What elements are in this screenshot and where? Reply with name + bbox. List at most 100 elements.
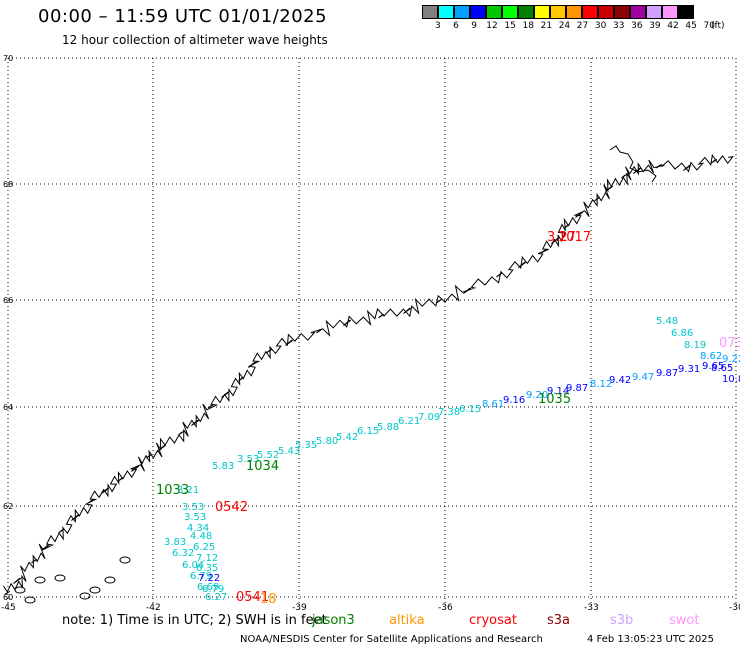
legend-swatch: [470, 5, 486, 19]
track-value-label: 6.69: [197, 582, 219, 593]
legend-label: 70: [703, 21, 715, 31]
legend-label: 39: [649, 21, 661, 31]
track-value-label: 5.83: [212, 461, 234, 472]
latitude-labels: 70 68 66 64 62 60: [3, 54, 13, 602]
track-value-label: 9.31: [678, 364, 700, 375]
lon-tick-label: -36: [438, 603, 453, 613]
track-value-label: 1034: [246, 459, 279, 474]
track-value-label: 6.86: [671, 328, 693, 339]
track-value-label: 9.42: [609, 375, 631, 386]
legend-swatch: [614, 5, 630, 19]
legend-swatch: [454, 5, 470, 19]
altimeter-track-labels: 5.486.868.198.629.659.228.6510.80739.319…: [156, 230, 740, 607]
lat-tick-label: 66: [3, 296, 13, 305]
legend-swatch: [550, 5, 566, 19]
track-value-label: 0542: [215, 500, 248, 515]
track-value-label: 7.12: [196, 553, 218, 564]
track-value-label: 10.8: [722, 374, 740, 385]
lon-tick-label: -33: [584, 603, 599, 613]
legend-swatch: [582, 5, 598, 19]
legend-swatch: [438, 5, 454, 19]
track-value-label: 9.47: [632, 372, 654, 383]
track-value-label: 9.14: [547, 386, 569, 397]
legend-label: 33: [613, 21, 625, 31]
satellite-swot: swot: [669, 613, 700, 628]
track-value-label: 7.38: [438, 407, 460, 418]
legend-label: 9: [471, 21, 477, 31]
legend-label: 42: [667, 21, 679, 31]
track-value-label: 073: [719, 336, 740, 351]
track-value-label: 9.16: [503, 395, 525, 406]
track-value-label: 6.27: [205, 592, 227, 603]
track-value-label: 9.87: [566, 383, 588, 394]
lat-tick-label: 60: [3, 593, 13, 602]
track-value-label: 4.34: [187, 523, 209, 534]
legend-swatch: [518, 5, 534, 19]
track-value-label: 6.04: [182, 560, 204, 571]
color-legend-labels: 3 6 9 12 15 18 21 24 27 30 33 36 39 42 45 70 (ft): [422, 21, 740, 33]
track-value-label: 6.79: [190, 571, 212, 582]
track-value-label: 8.65: [711, 363, 733, 374]
track-value-label: 3.27: [547, 230, 576, 245]
track-value-label: 5.88: [377, 422, 399, 433]
satellite-jason3: jason3: [312, 613, 355, 628]
coastline: [3, 145, 734, 604]
lat-tick-label: 64: [3, 403, 13, 412]
legend-label: 45: [685, 21, 697, 31]
track-value-label: 1035: [538, 392, 571, 407]
legend-label: 6: [453, 21, 459, 31]
track-value-label: 5.48: [656, 316, 678, 327]
track-value-label: 8.62: [700, 351, 722, 362]
track-value-label: 3.53: [237, 454, 259, 465]
legend-swatch: [598, 5, 614, 19]
track-value-label: 6.25: [193, 542, 215, 553]
lat-tick-label: 68: [3, 180, 13, 189]
track-value-label: 5.80: [316, 436, 338, 447]
lat-tick-label: 62: [3, 502, 13, 511]
track-value-label: 5.35: [295, 440, 317, 451]
page-title: 00:00 – 11:59 UTC 01/01/2025: [38, 6, 328, 27]
track-value-label: 6.15: [459, 404, 481, 415]
legend-swatch: [662, 5, 678, 19]
legend-label: 3: [435, 21, 441, 31]
legend-swatch: [630, 5, 646, 19]
track-value-label: 5.52: [257, 450, 279, 461]
track-value-label: 6.21: [398, 416, 420, 427]
track-value-label: 9.20: [526, 390, 548, 401]
legend-swatch: [422, 5, 438, 19]
satellite-s3a: s3a: [547, 613, 571, 628]
satellite-altika: altika: [389, 613, 425, 628]
track-value-label: 5.42: [336, 432, 358, 443]
lon-tick-label: -45: [1, 603, 16, 613]
longitude-labels: -45 -42 -39 -36 -33 -30: [1, 603, 740, 613]
track-value-label: 3.83: [164, 537, 186, 548]
track-value-label: 8.61: [482, 399, 504, 410]
legend-label: 30: [594, 21, 607, 31]
legend-swatch: [534, 5, 550, 19]
lat-tick-label: 70: [3, 54, 13, 63]
track-value-label: 9.87: [656, 368, 678, 379]
track-value-label: 18: [260, 592, 277, 607]
legend-swatch: [502, 5, 518, 19]
legend-swatch: [486, 5, 502, 19]
track-value-label: 8.19: [684, 340, 706, 351]
track-value-label: 6.35: [196, 563, 218, 574]
track-value-label: 0541: [236, 590, 269, 605]
track-value-label: 8.12: [590, 379, 612, 390]
legend-swatch: [646, 5, 662, 19]
track-value-label: 1017: [558, 230, 591, 245]
color-legend: [422, 5, 694, 19]
footer-note: note: 1) Time is in UTC; 2) SWH is in fe…: [62, 613, 327, 628]
legend-label: 18: [522, 21, 534, 31]
legend-label: 36: [631, 21, 643, 31]
legend-label: 15: [504, 21, 516, 31]
legend-swatch: [566, 5, 582, 19]
track-value-label: 7.09: [418, 412, 440, 423]
track-value-label: 6.32: [172, 548, 194, 559]
lon-tick-label: -42: [146, 603, 161, 613]
track-value-label: 7.22: [198, 573, 220, 584]
track-value-label: 3.53: [184, 512, 206, 523]
track-value-label: 1033: [156, 483, 189, 498]
track-value-label: 3.21: [177, 485, 199, 496]
